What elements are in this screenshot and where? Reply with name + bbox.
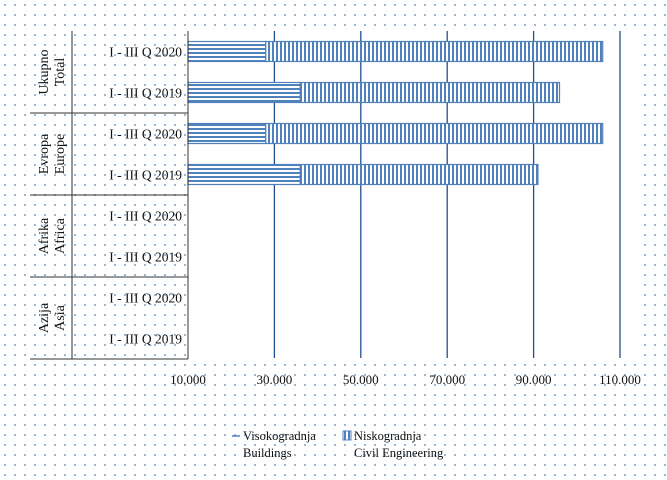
bar-civil-engineering <box>299 163 539 186</box>
period-label: I - III Q 2019 <box>109 332 182 347</box>
period-label: I - III Q 2019 <box>109 86 182 101</box>
bar-buildings <box>187 40 267 63</box>
period-label: I - III Q 2020 <box>109 291 182 306</box>
group-label: AfrikaAfrica <box>37 217 68 254</box>
group-label: EvropaEurope <box>37 133 68 174</box>
x-tick-label: 10.000 <box>170 372 206 387</box>
period-label: I - III Q 2020 <box>109 209 182 224</box>
bar-buildings <box>187 163 301 186</box>
bar-buildings <box>187 122 267 145</box>
period-label: I - III Q 2020 <box>109 127 182 142</box>
legend-swatch <box>342 430 352 441</box>
x-tick-label: 110.000 <box>599 372 641 387</box>
x-tick-label: 90.000 <box>516 372 552 387</box>
x-tick-label: 30.000 <box>257 372 293 387</box>
bar-buildings <box>187 81 301 104</box>
x-tick-label: 50.000 <box>343 372 379 387</box>
legend-label: Visokogradnja Buildings <box>243 429 316 460</box>
plot-area <box>188 31 640 358</box>
period-label: I - III Q 2019 <box>109 168 182 183</box>
x-tick-label: 70.000 <box>429 372 465 387</box>
legend-label: Niskogradnja Civil Engineering <box>354 429 444 460</box>
group-label: AzijaAsia <box>37 302 68 333</box>
period-label: I - III Q 2019 <box>109 250 182 265</box>
bar-civil-engineering <box>265 122 604 145</box>
bar-civil-engineering <box>299 81 561 104</box>
period-label: I - III Q 2020 <box>109 45 182 60</box>
bar-civil-engineering <box>265 40 604 63</box>
group-label: UkupnoTotal <box>37 49 68 94</box>
